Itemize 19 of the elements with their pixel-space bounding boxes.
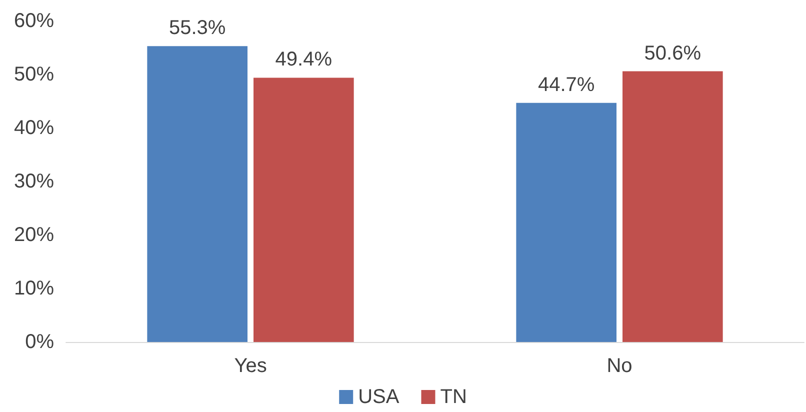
y-tick-label: 60% <box>14 10 54 32</box>
bar <box>254 78 354 342</box>
y-tick-label: 0% <box>25 331 54 353</box>
y-tick-label: 30% <box>14 170 54 192</box>
bar <box>622 71 723 342</box>
data-label: 50.6% <box>644 42 702 64</box>
legend-label: TN <box>440 386 467 408</box>
data-label: 44.7% <box>538 74 595 96</box>
y-tick-label: 10% <box>14 278 54 300</box>
legend-label: USA <box>358 386 400 408</box>
y-tick-label: 20% <box>14 224 54 246</box>
bar <box>147 46 248 342</box>
x-tick-label: No <box>606 355 632 377</box>
x-tick-label: Yes <box>234 355 267 377</box>
y-tick-label: 40% <box>14 117 54 139</box>
data-label: 49.4% <box>275 48 332 71</box>
y-tick-label: 50% <box>14 64 54 86</box>
bar <box>516 102 616 342</box>
data-label: 55.3% <box>168 17 226 40</box>
